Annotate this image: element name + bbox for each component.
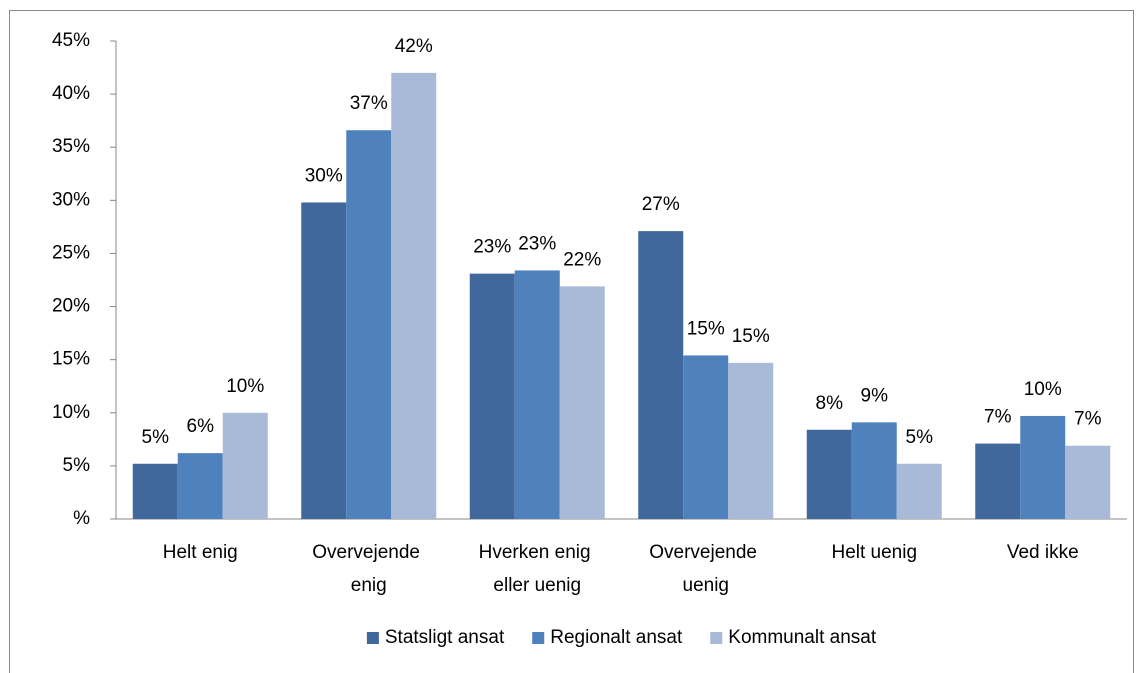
bar [728,362,774,519]
legend-swatch [710,632,723,644]
value-label: 9% [861,385,889,406]
value-label: 7% [1074,409,1102,430]
bar [806,429,852,519]
bar [346,130,392,519]
bar [896,463,942,519]
legend-label: Regionalt ansat [550,627,683,648]
y-tick-label: 5% [63,455,91,476]
legend-label: Statsligt ansat [385,627,505,648]
value-label: 5% [906,427,934,448]
value-label: 7% [984,407,1012,428]
bar [222,412,268,519]
value-label: 10% [226,376,264,397]
legend-item: Regionalt ansat [532,627,683,648]
y-tick-label: 30% [52,189,90,210]
x-tick-label: Ved ikke [1007,542,1079,563]
y-tick-label: 35% [52,136,90,157]
value-label: 15% [732,326,770,347]
bar [469,273,515,519]
value-label: 22% [563,249,601,270]
bar [683,355,729,519]
value-label: 42% [395,36,433,57]
y-tick-label: 15% [52,349,90,370]
chart-frame [9,10,1134,673]
value-label: 15% [687,318,725,339]
x-tick-label: Hverken enig eller uenig [479,542,596,596]
bar [177,453,223,519]
bar [1020,415,1066,519]
value-label: 37% [350,93,388,114]
value-label: 23% [473,237,511,258]
value-label: 27% [642,194,680,215]
value-label: 30% [305,165,343,186]
value-label: 8% [816,393,844,414]
y-tick-label: 25% [52,242,90,263]
value-label: 5% [142,427,170,448]
y-tick-label: 40% [52,83,90,104]
legend-item: Statsligt ansat [366,627,505,648]
legend-swatch [366,632,379,644]
y-tick-label: % [73,508,90,529]
value-label: 23% [518,233,556,254]
y-tick-label: 45% [52,30,90,51]
y-tick-label: 20% [52,296,90,317]
x-tick-label: Overvejende uenig [649,542,762,596]
legend-label: Kommunalt ansat [728,627,877,648]
bar [132,463,178,519]
legend-swatch [532,632,545,644]
value-label: 6% [187,416,215,437]
bar [559,286,605,519]
bar [301,202,347,520]
bar [975,443,1021,519]
value-label: 10% [1024,379,1062,400]
x-tick-label: Helt enig [163,542,238,563]
legend-item: Kommunalt ansat [710,627,877,648]
bar [851,422,897,519]
bar [1065,445,1111,519]
x-tick-label: Helt uenig [831,542,917,563]
y-tick-label: 10% [52,402,90,423]
bar [638,231,684,520]
x-tick-label: Overvejende enig [312,542,425,596]
bar [514,270,560,519]
bar [391,72,437,519]
